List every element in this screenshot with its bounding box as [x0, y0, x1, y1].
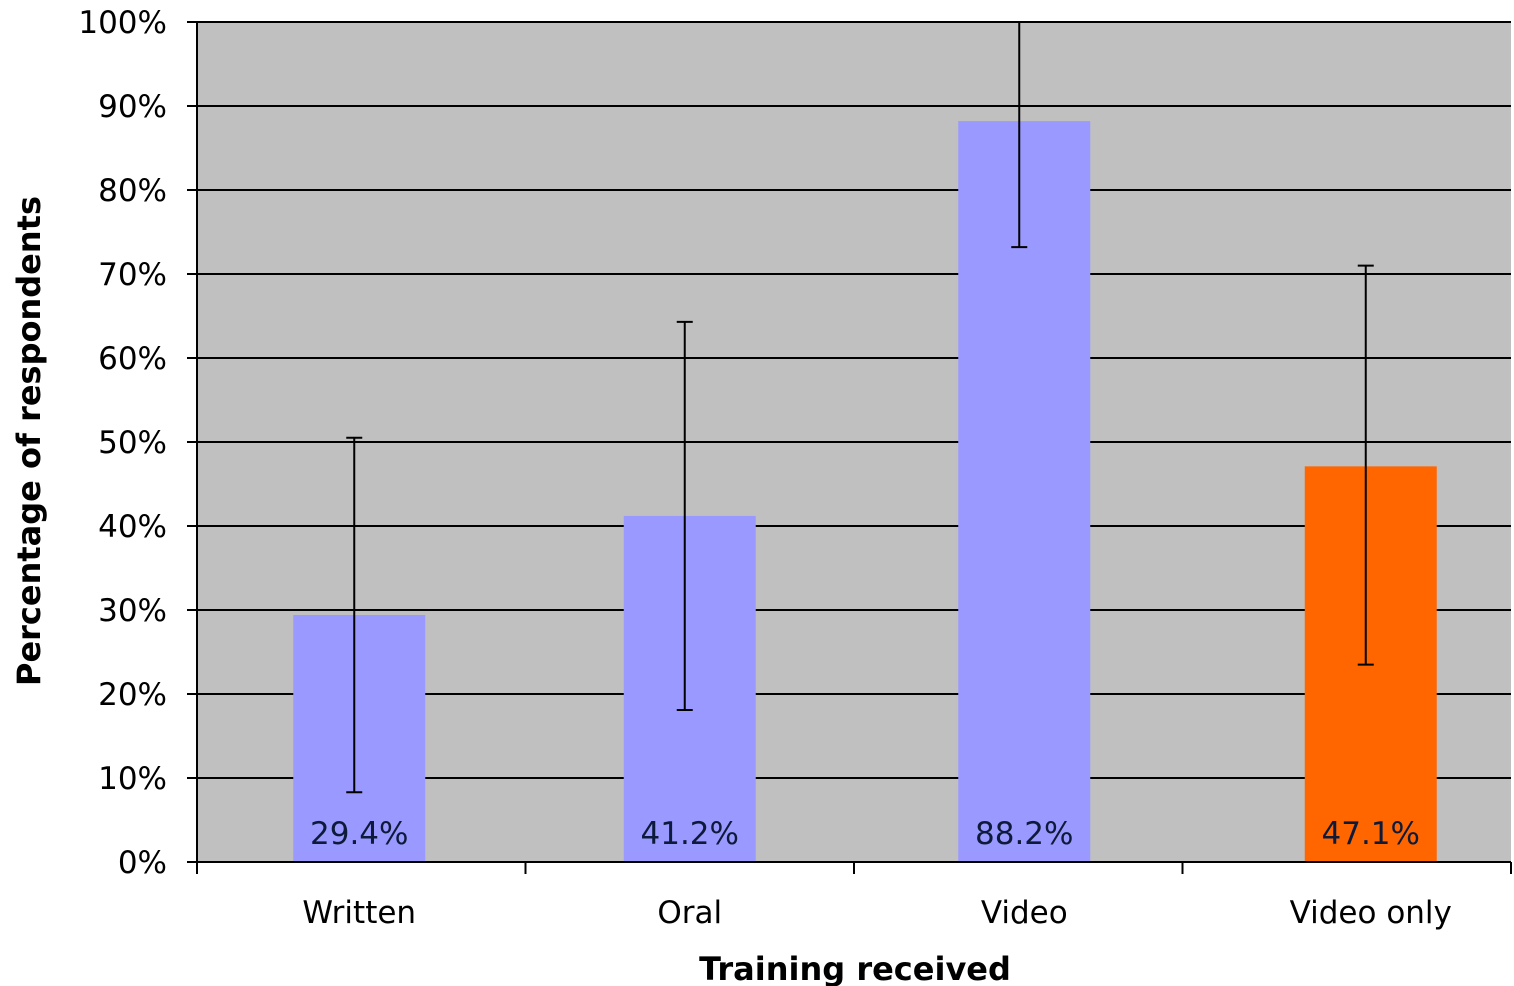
bar: [958, 121, 1091, 863]
y-tick-label: 80%: [98, 173, 167, 209]
y-tick-label: 30%: [98, 593, 167, 629]
data-labels: 29.4% 41.2% 88.2% 47.1%: [310, 816, 1420, 852]
bars: [293, 121, 1437, 863]
data-label: 41.2%: [641, 816, 739, 852]
error-bars: [346, 21, 1374, 794]
data-label: 29.4%: [310, 816, 408, 852]
y-tick-label: 40%: [98, 509, 167, 545]
x-tick-label: Oral: [657, 895, 722, 931]
y-tick-label: 100%: [78, 5, 167, 41]
y-tick-label: 50%: [98, 425, 167, 461]
data-label: 88.2%: [975, 816, 1073, 852]
y-tick-label: 90%: [98, 89, 167, 125]
bar: [293, 615, 426, 862]
y-tick-labels: 0% 10% 20% 30% 40% 50% 60% 70% 80% 90% 100%: [78, 5, 167, 881]
axes: [187, 21, 1512, 874]
x-tick-label: Written: [302, 895, 416, 931]
x-tick-labels: Written Oral Video Video only: [302, 895, 1451, 931]
data-label: 47.1%: [1322, 816, 1420, 852]
x-tick-label: Video: [981, 895, 1068, 931]
y-tick-label: 0%: [118, 845, 167, 881]
y-tick-label: 60%: [98, 341, 167, 377]
y-tick-label: 20%: [98, 677, 167, 713]
x-tick-label: Video only: [1290, 895, 1452, 931]
y-tick-label: 10%: [98, 761, 167, 797]
x-axis-title: Training received: [699, 950, 1011, 986]
y-axis-title: Percentage of respondents: [10, 196, 48, 686]
y-tick-label: 70%: [98, 257, 167, 293]
bar: [623, 515, 756, 862]
gridlines: [197, 21, 1511, 779]
